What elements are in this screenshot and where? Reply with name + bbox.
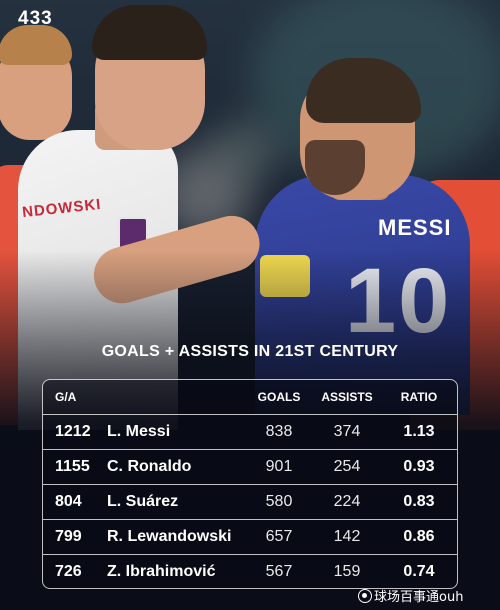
- cell-assists: 254: [333, 458, 361, 475]
- cell-player: L. Suárez: [107, 493, 179, 510]
- cell-assists: 374: [333, 423, 361, 440]
- stats-table: G/A GOALS ASSISTS RATIO 1212 L. Messi 83…: [42, 379, 458, 589]
- player-right-beard: [305, 140, 365, 195]
- cell-goals: 838: [265, 423, 293, 440]
- cell-goals: 657: [265, 528, 293, 545]
- table-row: 804 L. Suárez 580 224 0.83: [43, 484, 457, 519]
- cell-player: R. Lewandowski: [107, 528, 232, 545]
- background-blur: [210, 120, 280, 180]
- cell-ga: 804: [55, 493, 82, 510]
- referee-left-hair: [0, 25, 72, 65]
- cell-assists: 224: [333, 493, 361, 510]
- cell-goals: 567: [265, 563, 293, 580]
- table-row: 726 Z. Ibrahimović 567 159 0.74: [43, 554, 457, 589]
- header-assists: ASSISTS: [321, 390, 373, 404]
- table-row: 1212 L. Messi 838 374 1.13: [43, 414, 457, 449]
- watermark: 球场百事通ouh: [358, 586, 463, 605]
- cell-assists: 142: [333, 528, 361, 545]
- cell-goals: 580: [265, 493, 293, 510]
- circle-logo-icon: [358, 589, 372, 603]
- cell-player: Z. Ibrahimović: [107, 563, 216, 580]
- cell-ga: 1212: [55, 423, 91, 440]
- cell-ga: 1155: [55, 458, 90, 475]
- player-left-hair: [92, 5, 207, 60]
- cell-ga: 799: [55, 528, 82, 545]
- cell-player: C. Ronaldo: [107, 458, 192, 475]
- player-right-shirt-name: MESSI: [378, 215, 452, 240]
- watermark-text: 球场百事通ouh: [374, 590, 464, 605]
- header-goals: GOALS: [257, 390, 301, 404]
- cell-ratio: 0.93: [403, 458, 435, 475]
- table-row: 799 R. Lewandowski 657 142 0.86: [43, 519, 457, 554]
- cell-ratio: 0.83: [403, 493, 435, 510]
- table-header: G/A GOALS ASSISTS RATIO: [43, 380, 457, 414]
- page-title: GOALS + ASSISTS IN 21ST CENTURY: [101, 343, 399, 360]
- cell-assists: 159: [333, 563, 361, 580]
- cell-ratio: 1.13: [403, 423, 435, 440]
- header-ratio: RATIO: [400, 390, 438, 404]
- cell-ratio: 0.74: [403, 563, 435, 580]
- cell-goals: 901: [265, 458, 293, 475]
- cell-player: L. Messi: [107, 423, 171, 440]
- cell-ga: 726: [55, 563, 82, 580]
- table-row: 1155 C. Ronaldo 901 254 0.93: [43, 449, 457, 484]
- cell-ratio: 0.86: [403, 528, 435, 545]
- header-ga: G/A: [55, 390, 77, 404]
- brand-logo: 433: [18, 8, 53, 29]
